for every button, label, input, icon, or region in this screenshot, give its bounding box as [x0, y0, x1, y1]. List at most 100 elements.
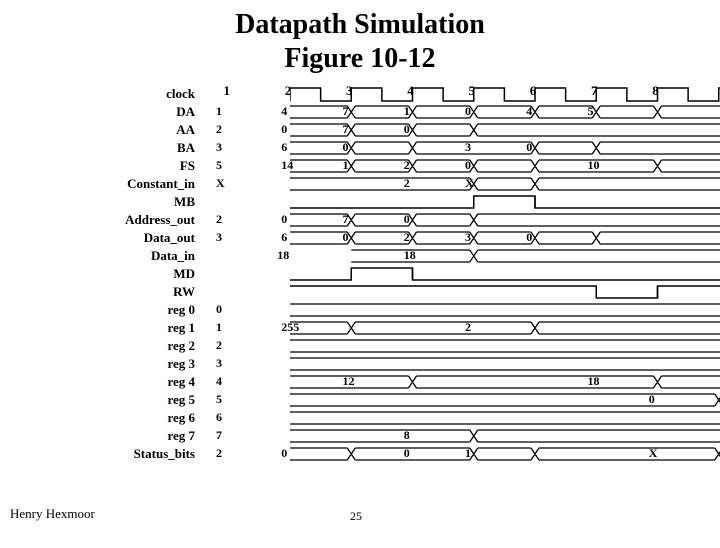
bus-value: 10	[586, 158, 600, 173]
bus-value: 2	[402, 176, 410, 191]
signal-label: Constant_in	[95, 176, 195, 192]
clock-cycle-label: 2	[285, 83, 292, 99]
wave-track: 50	[210, 391, 700, 409]
signal-label: Data_out	[95, 230, 195, 246]
bus-value: 0	[341, 140, 349, 155]
bus-value: 5	[214, 158, 222, 173]
bus-value: X	[463, 176, 474, 191]
signal-label: Data_in	[95, 248, 195, 264]
signal-label: reg 7	[95, 428, 195, 444]
wave-track: 2070	[210, 121, 700, 139]
bus-value: 2	[214, 338, 222, 353]
wave-track	[210, 193, 700, 211]
bus-value: 0	[402, 122, 410, 137]
signal-row-reg-4: reg 441218	[130, 373, 700, 391]
clock-cycle-label: 6	[530, 83, 537, 99]
bus-value: 3	[463, 140, 471, 155]
bus-value: 6	[214, 410, 222, 425]
author-footer: Henry Hexmoor	[10, 506, 95, 522]
bus-value: 0	[524, 140, 532, 155]
wave-track: 41218	[210, 373, 700, 391]
wave-track: 78	[210, 427, 700, 445]
signal-row-reg-6: reg 66	[130, 409, 700, 427]
bus-value: 1	[214, 320, 222, 335]
signal-label: AA	[95, 122, 195, 138]
wave-track	[210, 265, 700, 283]
wave-track: 51412010	[210, 157, 700, 175]
bus-value: 0	[402, 446, 410, 461]
signal-label: reg 2	[95, 338, 195, 354]
signal-row-Address_out: Address_out2070	[130, 211, 700, 229]
bus-value: 0	[279, 212, 287, 227]
signal-row-BA: BA36030	[130, 139, 700, 157]
signal-label: RW	[95, 284, 195, 300]
wave-track: 12345678	[210, 85, 700, 103]
bus-value: 2	[214, 122, 222, 137]
signal-label: Status_bits	[95, 446, 195, 462]
clock-cycle-label: 3	[346, 83, 353, 99]
bus-value: 6	[279, 230, 287, 245]
bus-value: 2	[463, 320, 471, 335]
signal-row-MB: MB	[130, 193, 700, 211]
wave-track: 2070	[210, 211, 700, 229]
signal-label: FS	[95, 158, 195, 174]
bus-value: 5	[586, 104, 594, 119]
signal-label: MB	[95, 194, 195, 210]
signal-row-AA: AA2070	[130, 121, 700, 139]
clock-cycle-label: 4	[407, 83, 414, 99]
signal-row-reg-5: reg 550	[130, 391, 700, 409]
bus-value: 1	[463, 446, 471, 461]
signal-row-FS: FS51412010	[130, 157, 700, 175]
bus-value: 1	[402, 104, 410, 119]
signal-label: clock	[95, 86, 195, 102]
bus-value: 1	[214, 104, 222, 119]
bus-value: 5	[214, 392, 222, 407]
bus-value: 3	[463, 230, 471, 245]
timing-diagram: clock12345678DA1471045AA2070BA36030FS514…	[130, 85, 700, 463]
clock-cycle-label: 7	[591, 83, 598, 99]
signal-row-MD: MD	[130, 265, 700, 283]
bus-value: 3	[214, 230, 222, 245]
signal-label: Address_out	[95, 212, 195, 228]
wave-track	[210, 283, 700, 301]
bus-value: 0	[402, 212, 410, 227]
wave-track: 12552	[210, 319, 700, 337]
bus-value: 0	[279, 122, 287, 137]
signal-row-clock: clock12345678	[130, 85, 700, 103]
signal-row-reg-1: reg 112552	[130, 319, 700, 337]
wave-track: 3	[210, 355, 700, 373]
signal-row-reg-0: reg 00	[130, 301, 700, 319]
clock-cycle-label: 8	[652, 83, 659, 99]
signal-row-Status_bits: Status_bits2001X	[130, 445, 700, 463]
bus-value: 18	[402, 248, 416, 263]
wave-track: 0	[210, 301, 700, 319]
bus-value: 2	[214, 446, 222, 461]
signal-label: reg 4	[95, 374, 195, 390]
signal-label: reg 0	[95, 302, 195, 318]
bus-value: 3	[214, 140, 222, 155]
bus-value: 8	[402, 428, 410, 443]
clock-cycle-label: 5	[468, 83, 475, 99]
bus-value: 2	[214, 212, 222, 227]
bus-value: 7	[341, 122, 349, 137]
signal-label: reg 3	[95, 356, 195, 372]
wave-track: 1818	[210, 247, 700, 265]
signal-label: MD	[95, 266, 195, 282]
bus-value: 0	[279, 446, 287, 461]
bus-value: 2	[402, 230, 410, 245]
bus-value: 7	[214, 428, 222, 443]
title-line-1: Datapath Simulation	[0, 8, 720, 42]
wave-track: 6	[210, 409, 700, 427]
bus-value: 4	[524, 104, 532, 119]
bus-value: 14	[279, 158, 293, 173]
wave-track: 1471045	[210, 103, 700, 121]
bus-value: 0	[647, 392, 655, 407]
bus-value: 3	[214, 356, 222, 371]
bus-value: 0	[341, 230, 349, 245]
signal-row-DA: DA1471045	[130, 103, 700, 121]
signal-label: reg 1	[95, 320, 195, 336]
wave-track: X2X	[210, 175, 700, 193]
bus-value: 4	[214, 374, 222, 389]
bus-value: 0	[524, 230, 532, 245]
bus-value: 2	[402, 158, 410, 173]
